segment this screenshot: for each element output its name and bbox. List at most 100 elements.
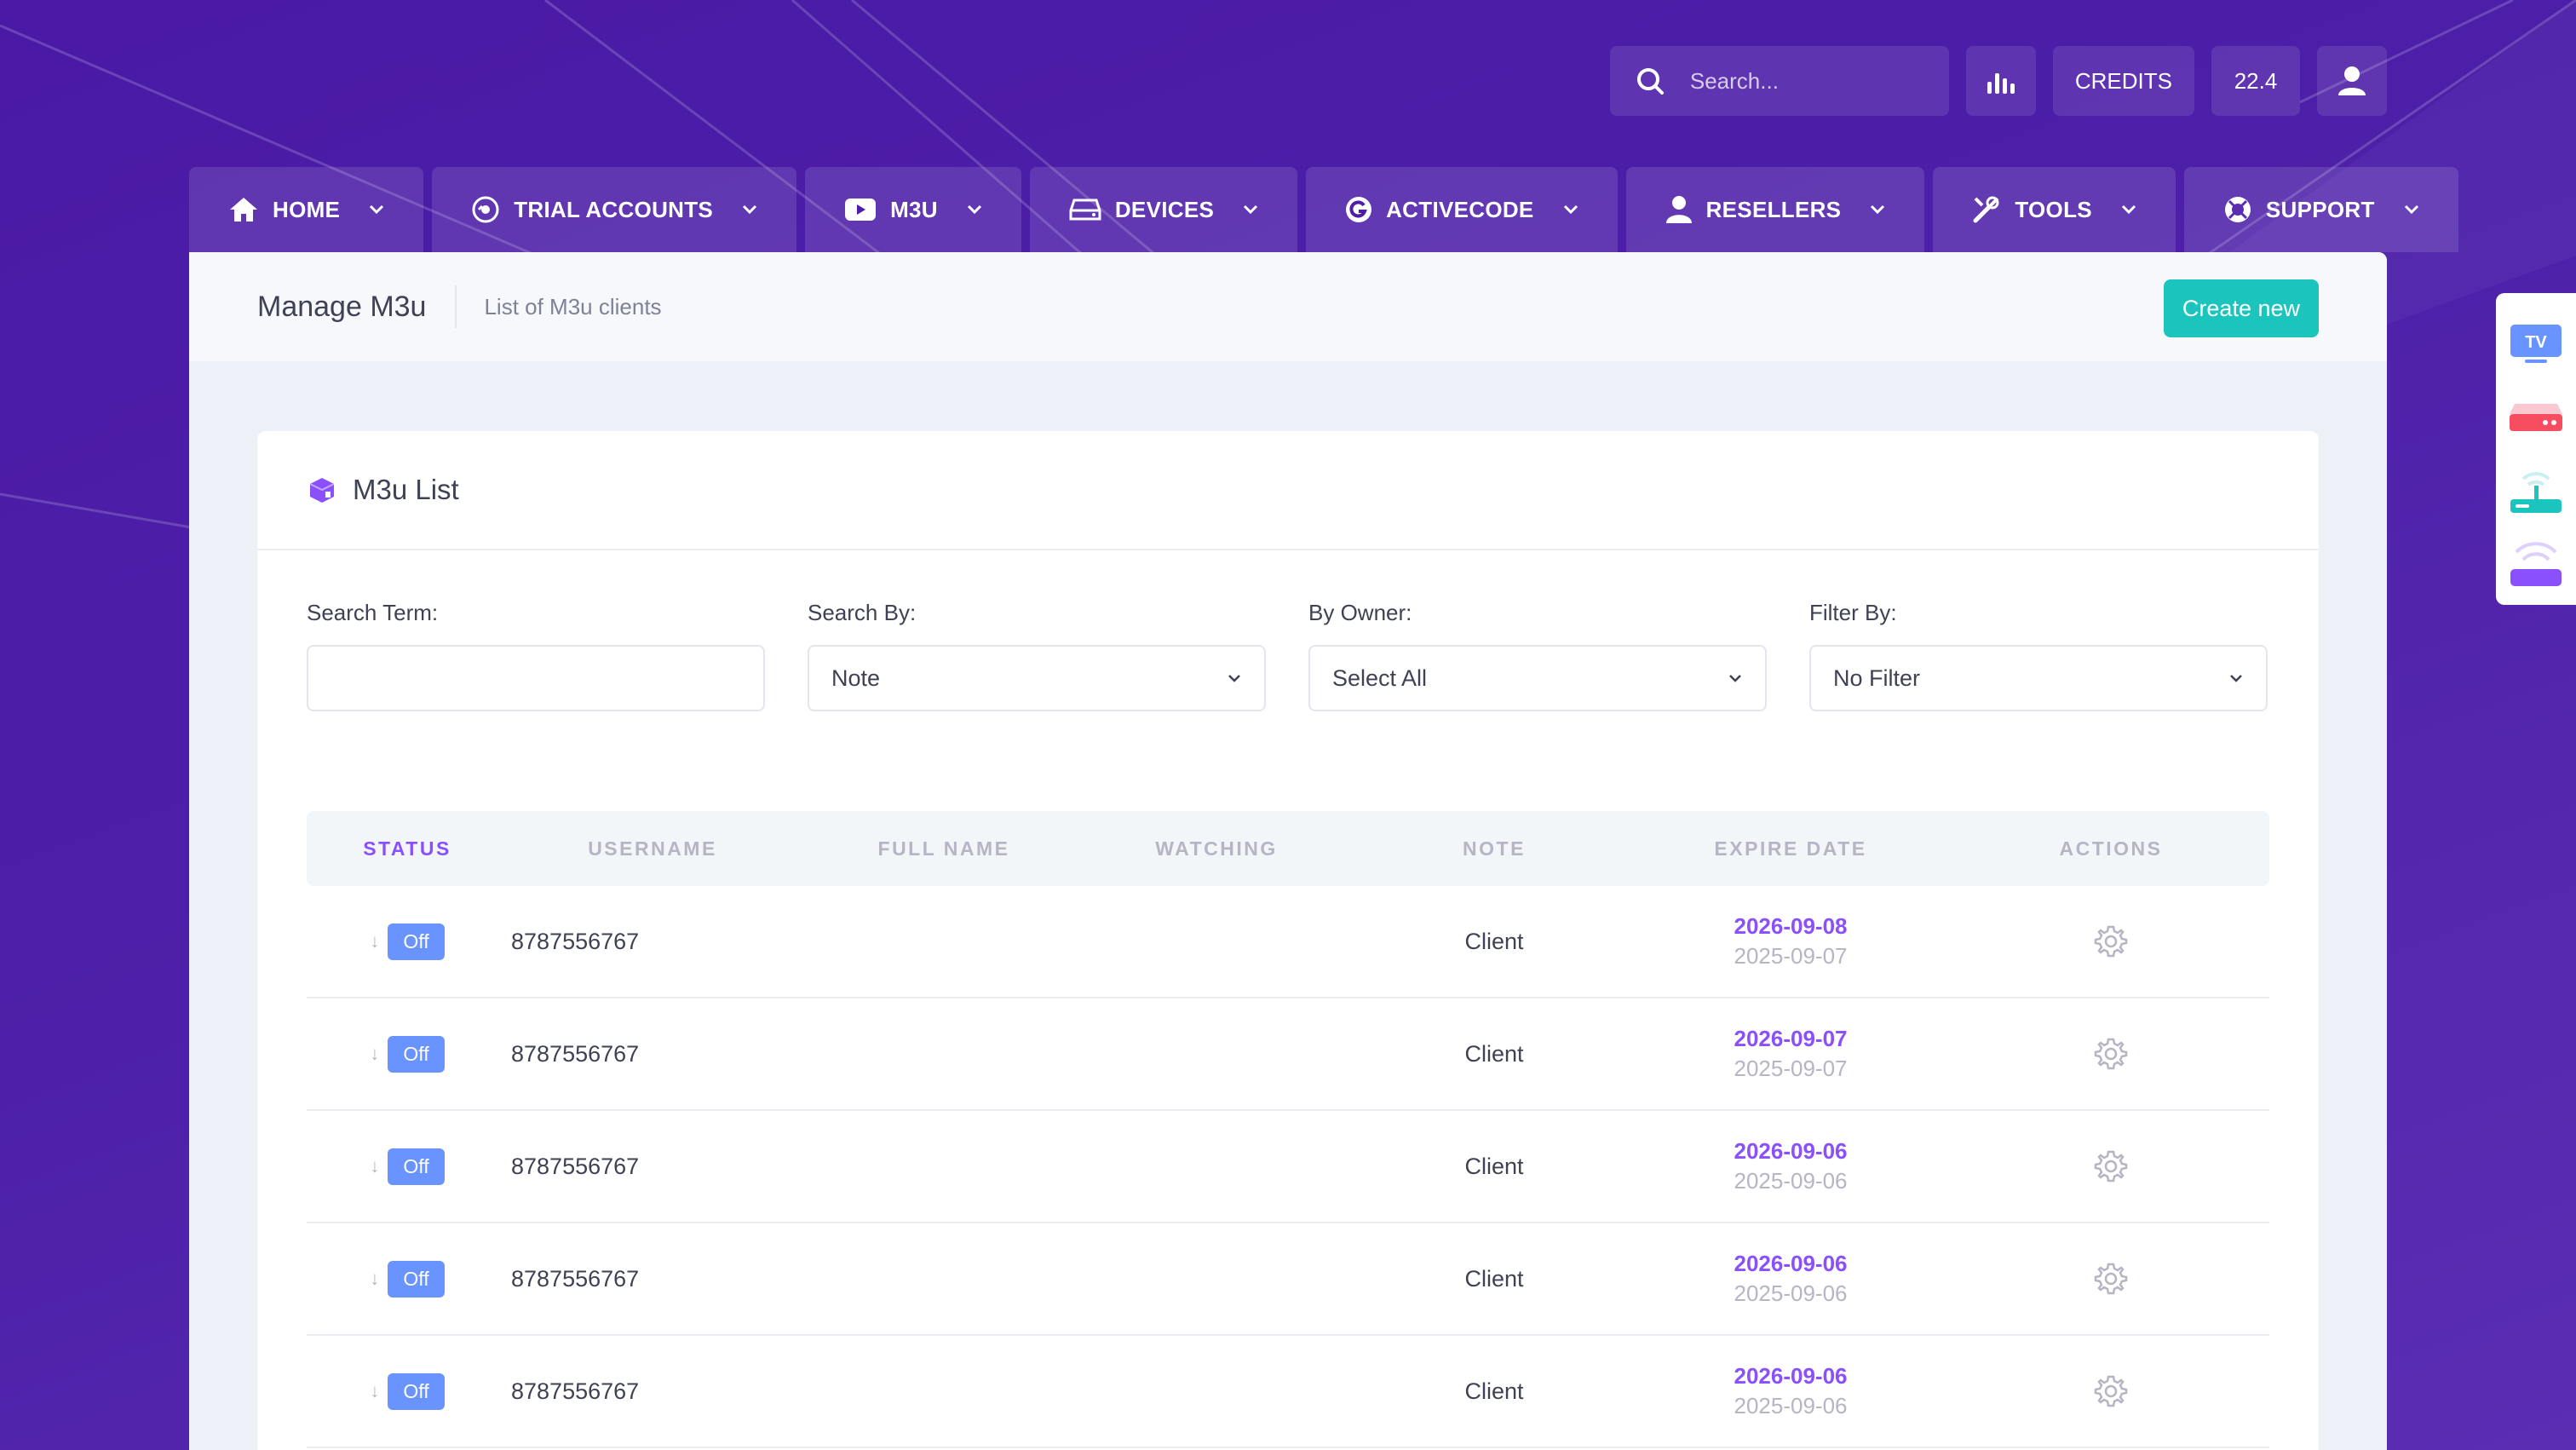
dock-set-top-box[interactable]: [2506, 387, 2566, 446]
status-badge[interactable]: Off: [388, 1148, 445, 1185]
table-row: ↓ Off 8787556767 Client 2026-09-07 2025-…: [307, 998, 2269, 1111]
card-title: M3u List: [353, 474, 459, 505]
nav-resellers[interactable]: RESELLERS: [1625, 167, 1925, 252]
expire-date: 2026-09-08: [1734, 913, 1848, 939]
created-date: 2025-09-07: [1734, 1056, 1848, 1081]
user-menu-button[interactable]: [2317, 46, 2387, 116]
expire-date: 2026-09-06: [1734, 1251, 1848, 1276]
status-badge[interactable]: Off: [388, 1372, 445, 1410]
router-icon: [2510, 472, 2562, 513]
nav-home[interactable]: HOME: [189, 167, 424, 252]
search-input[interactable]: [1689, 67, 1929, 95]
chevron-down-icon: [370, 204, 384, 215]
username-cell: 8787556767: [511, 1265, 640, 1292]
search-by-value: Note: [831, 665, 881, 691]
note-cell: Client: [1464, 1040, 1524, 1067]
expire-cell: 2026-09-06 2025-09-06: [1629, 1251, 1952, 1307]
gear-icon[interactable]: [2094, 924, 2128, 958]
nav-tools[interactable]: TOOLS: [1933, 167, 2176, 252]
nav-activecode-label: ACTIVECODE: [1386, 196, 1534, 222]
username-cell: 8787556767: [511, 928, 640, 954]
drive-icon: [1069, 199, 1101, 221]
owner-select[interactable]: Select All: [1308, 645, 1767, 711]
col-full-name[interactable]: FULL NAME: [877, 837, 1010, 860]
nav-tools-label: TOOLS: [2015, 196, 2092, 222]
m3u-table: STATUS USERNAME FULL NAME WATCHING NOTE …: [307, 811, 2269, 1448]
g-code-icon: [1346, 197, 1372, 222]
col-watching[interactable]: WATCHING: [1155, 837, 1278, 860]
subheader-divider: [455, 285, 457, 328]
credits-value[interactable]: 22.4: [2211, 46, 2300, 116]
status-badge[interactable]: Off: [388, 1035, 445, 1073]
credits-label: CREDITS: [2074, 67, 2172, 94]
sort-arrow-icon: ↓: [370, 930, 380, 952]
col-status[interactable]: STATUS: [363, 837, 451, 860]
tv-icon-label: TV: [2525, 333, 2547, 352]
sort-arrow-icon: ↓: [370, 1380, 380, 1401]
chevron-down-icon: [1563, 204, 1578, 215]
gear-icon[interactable]: [2094, 1149, 2128, 1183]
nav-activecode[interactable]: ACTIVECODE: [1306, 167, 1618, 252]
search-by-label: Search By:: [808, 600, 917, 625]
global-search[interactable]: [1609, 46, 1949, 116]
dock-router[interactable]: [2506, 460, 2566, 520]
actions-cell: [1952, 1262, 2269, 1296]
dock-tv[interactable]: TV: [2506, 314, 2566, 373]
nav-resellers-label: RESELLERS: [1705, 196, 1842, 222]
chevron-down-icon: [2230, 675, 2242, 682]
nav-devices[interactable]: DEVICES: [1029, 167, 1298, 252]
nav-support-label: SUPPORT: [2265, 196, 2375, 222]
tools-icon: [1973, 196, 1999, 223]
filter-search-term: Search Term:: [307, 600, 765, 711]
nav-m3u[interactable]: M3U: [805, 167, 1021, 252]
gear-icon[interactable]: [2094, 1374, 2128, 1408]
username-cell: 8787556767: [511, 1040, 640, 1067]
search-by-select[interactable]: Note: [808, 645, 1266, 711]
gear-icon[interactable]: [2094, 1037, 2128, 1071]
username-cell: 8787556767: [511, 1378, 640, 1404]
nav-support[interactable]: SUPPORT: [2183, 167, 2458, 252]
col-expire-date[interactable]: EXPIRE DATE: [1714, 837, 1867, 860]
search-term-label: Search Term:: [307, 600, 439, 625]
note-cell: Client: [1464, 1153, 1524, 1179]
gear-icon[interactable]: [2094, 1262, 2128, 1296]
actions-cell: [1952, 1374, 2269, 1408]
table-row: ↓ Off 8787556767 Client 2026-09-06 2025-…: [307, 1111, 2269, 1223]
nav-trial-label: TRIAL ACCOUNTS: [514, 196, 714, 222]
created-date: 2025-09-06: [1734, 1168, 1848, 1194]
m3u-list-card: M3u List Search Term: Search By: Note By…: [257, 431, 2319, 1450]
filter-by-select[interactable]: No Filter: [1809, 645, 2268, 711]
subheader: Manage M3u List of M3u clients Create ne…: [189, 252, 2387, 361]
nav-trial-accounts[interactable]: TRIAL ACCOUNTS: [432, 167, 797, 252]
expire-cell: 2026-09-07 2025-09-07: [1629, 1026, 1952, 1082]
owner-label: By Owner:: [1308, 600, 1412, 625]
nav-home-label: HOME: [273, 196, 341, 222]
owner-value: Select All: [1332, 665, 1428, 691]
expire-date: 2026-09-06: [1734, 1138, 1848, 1164]
credits-amount: 22.4: [2234, 67, 2278, 94]
status-cell: ↓ Off: [307, 923, 508, 960]
status-badge[interactable]: Off: [388, 923, 445, 960]
status-badge[interactable]: Off: [388, 1260, 445, 1298]
username-cell: 8787556767: [511, 1153, 640, 1179]
col-username[interactable]: USERNAME: [588, 837, 717, 860]
chevron-down-icon: [967, 204, 981, 215]
status-cell: ↓ Off: [307, 1148, 508, 1185]
dock-wifi-device[interactable]: [2506, 533, 2566, 593]
page-title: Manage M3u: [257, 290, 427, 323]
tv-icon: TV: [2510, 325, 2562, 363]
create-new-button[interactable]: Create new: [2163, 279, 2319, 337]
col-actions: ACTIONS: [2059, 837, 2163, 860]
created-date: 2025-09-06: [1734, 1280, 1848, 1306]
main-panel: Manage M3u List of M3u clients Create ne…: [189, 252, 2387, 1450]
filter-owner: By Owner: Select All: [1308, 600, 1767, 711]
note-cell: Client: [1464, 928, 1524, 954]
note-cell: Client: [1464, 1265, 1524, 1292]
stats-button[interactable]: [1965, 46, 2036, 116]
created-date: 2025-09-07: [1734, 943, 1848, 969]
chevron-down-icon: [1228, 675, 1240, 682]
col-note[interactable]: NOTE: [1463, 837, 1526, 860]
actions-cell: [1952, 924, 2269, 958]
search-term-input[interactable]: [307, 645, 765, 711]
credits-button[interactable]: CREDITS: [2052, 46, 2194, 116]
